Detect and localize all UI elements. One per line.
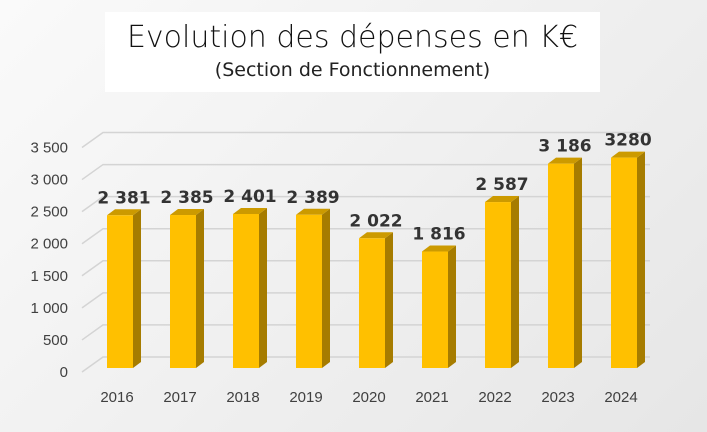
bar-top <box>611 151 645 158</box>
gridline <box>81 195 650 213</box>
bar-top <box>296 208 330 215</box>
x-tick-label: 2017 <box>163 389 196 406</box>
bar <box>170 215 196 368</box>
y-tick-label: 1 500 <box>30 268 68 285</box>
x-tick-label: 2022 <box>478 389 511 406</box>
data-label: 2 587 <box>475 175 528 195</box>
bar <box>548 163 574 368</box>
data-label: 1 816 <box>412 225 465 245</box>
gridline <box>81 131 650 149</box>
y-tick-label: 0 <box>60 364 68 381</box>
bar-top <box>548 157 582 164</box>
x-tick-label: 2018 <box>226 389 259 406</box>
bar-top <box>233 207 267 214</box>
bar <box>611 157 637 368</box>
bar-side <box>574 157 582 368</box>
data-label: 2 389 <box>286 188 339 208</box>
x-tick-label: 2023 <box>541 389 574 406</box>
x-tick-label: 2021 <box>415 389 448 406</box>
gridline <box>81 227 650 245</box>
data-label: 2 022 <box>349 211 402 231</box>
bar-side <box>385 232 393 368</box>
y-tick-label: 3 500 <box>30 140 68 157</box>
bar <box>107 215 133 368</box>
bar-side <box>322 208 330 368</box>
data-label: 2 385 <box>160 188 213 208</box>
chart-subtitle: (Section de Fonctionnement) <box>214 59 491 81</box>
bar-side <box>637 151 645 368</box>
y-tick-label: 500 <box>43 332 68 349</box>
data-label: 2 401 <box>223 187 276 207</box>
bar-top <box>485 196 519 203</box>
title-box: Evolution des dépenses en K€ (Section de… <box>105 12 600 92</box>
x-tick-label: 2016 <box>100 389 133 406</box>
bar-top <box>170 209 204 216</box>
gridline <box>81 260 650 277</box>
bar <box>296 214 322 368</box>
bar-side <box>259 207 267 368</box>
y-tick-label: 3 000 <box>30 172 68 189</box>
x-tick-label: 2024 <box>604 389 637 406</box>
bar-side <box>133 209 141 368</box>
gridline <box>81 356 650 373</box>
bar <box>233 213 259 368</box>
x-tick-label: 2020 <box>352 389 385 406</box>
bar <box>422 251 448 368</box>
bar-top <box>422 245 456 252</box>
y-tick-label: 2 000 <box>30 236 68 253</box>
x-tick-label: 2019 <box>289 389 322 406</box>
y-tick-label: 1 000 <box>30 300 68 317</box>
bar <box>485 202 511 368</box>
y-tick-label: 2 500 <box>30 204 68 221</box>
gridline <box>81 292 650 309</box>
gridline <box>81 324 650 341</box>
bar-top <box>359 232 393 239</box>
gridline <box>81 163 650 181</box>
data-label: 2 381 <box>97 188 150 208</box>
data-label: 3 186 <box>538 137 591 157</box>
chart-title: Evolution des dépenses en K€ <box>126 20 579 55</box>
bar-side <box>448 245 456 368</box>
bar-side <box>511 196 519 368</box>
data-label: 3280 <box>604 131 651 151</box>
bar <box>359 238 385 368</box>
bar-top <box>107 209 141 216</box>
bar-side <box>196 209 204 368</box>
